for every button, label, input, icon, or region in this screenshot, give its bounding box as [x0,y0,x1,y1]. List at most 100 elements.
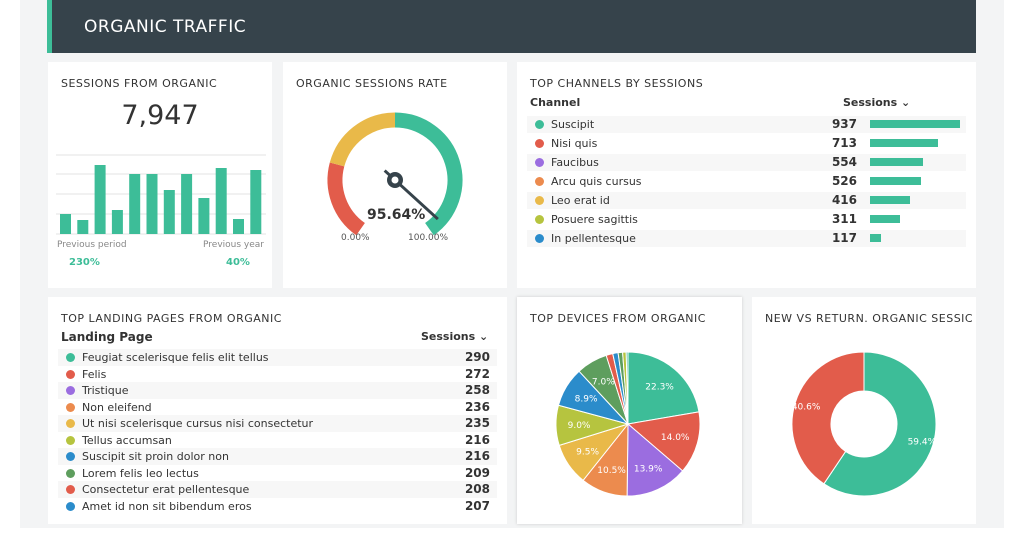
pie-slice[interactable] [627,351,700,425]
list-row[interactable]: Ut nisi scelerisque cursus nisi consecte… [58,415,497,432]
legend-dot-icon [66,369,75,379]
list-row[interactable]: Amet id non sit bibendum eros 207 [58,498,497,515]
list-row[interactable]: Tristique 258 [58,382,497,399]
dashboard-title: ORGANIC TRAFFIC [84,17,247,37]
row-value: 526 [831,174,857,188]
list-row[interactable]: In pellentesque 117 [527,230,966,247]
channel-column-header: Channel [530,96,581,109]
pie-slice[interactable] [626,422,684,497]
chevron-down-icon: ⌄ [479,330,489,343]
list-row[interactable]: Posuere sagittis 311 [527,211,966,228]
row-value: 235 [464,416,490,430]
pie-slice-label: 59.4% [908,438,937,448]
gauge-red-segment [327,162,366,236]
pie-slice-label: 40.6% [792,402,821,412]
legend-dot-icon [66,419,75,428]
pie-slice[interactable] [625,351,629,425]
landing-column-header: Landing Page [61,330,153,344]
row-value: 311 [831,212,857,226]
list-row[interactable]: Suscipit 937 [527,116,966,133]
sessions-header-label: Sessions [421,330,476,343]
gauge-hub-center [391,176,399,184]
row-label: Tellus accumsan [82,433,172,447]
card-title: TOP LANDING PAGES FROM ORGANIC [61,312,282,325]
prev-period-label: Previous period [57,240,127,250]
sessions-bar [198,198,210,234]
sessions-bar [233,219,244,234]
row-label: Felis [82,367,107,381]
sessions-bar [146,174,158,234]
pie-slice-label: 9.0% [568,421,591,431]
legend-dot-icon [66,485,75,494]
row-value: 554 [831,155,857,169]
row-value: 236 [464,399,490,414]
row-value: 416 [831,193,857,207]
row-value: 207 [464,498,490,513]
pie-slice-label: 14.0% [661,433,690,443]
card-title: ORGANIC SESSIONS RATE [296,77,448,90]
pie-slice-label: 8.9% [575,395,598,405]
pie-slice-label: 22.3% [645,383,674,393]
list-row[interactable]: Arcu quis cursus 526 [527,173,966,190]
row-label: Posuere sagittis [551,213,638,226]
landing-card: TOP LANDING PAGES FROM ORGANIC Landing P… [48,297,507,524]
list-row[interactable]: Feugiat scelerisque felis elit tellus 290 [58,349,497,366]
legend-dot-icon [66,501,75,511]
list-row[interactable]: Suscipit sit proin dolor non 216 [58,448,497,465]
row-label: In pellentesque [551,232,636,245]
pie-slice[interactable] [626,411,701,472]
list-row[interactable]: Lorem felis leo lectus 209 [58,465,497,482]
prev-period-value: 230% [69,257,100,268]
list-row[interactable]: Consectetur erat pellentesque 208 [58,481,497,498]
row-label: Nisi quis [551,137,598,150]
row-value: 216 [464,449,490,463]
sessions-bar [111,210,123,234]
prev-year-label: Previous year [203,240,264,250]
sessions-value: 7,947 [121,100,199,131]
sessions-bar [181,174,193,234]
card-title: TOP CHANNELS BY SESSIONS [530,77,704,90]
list-row[interactable]: Leo erat id 416 [527,192,966,209]
channels-list: Suscipit 937 Nisi quis 713 Faucibus 554 Arcu q… [527,116,966,247]
pie-slice-label: 13.9% [634,465,663,475]
pie-slice[interactable] [823,351,937,497]
pie-slice-label: 10.5% [597,466,626,476]
pie-slice[interactable] [791,351,865,485]
card-title: TOP DEVICES FROM ORGANIC [530,312,706,325]
sessions-bar [215,168,227,234]
row-bar [870,139,939,147]
channels-card: TOP CHANNELS BY SESSIONS Channel Session… [517,62,976,288]
rate-min: 0.00% [341,233,370,243]
list-row[interactable]: Faucibus 554 [527,154,966,171]
prev-year-value: 40% [226,257,250,268]
row-value: 713 [831,136,857,150]
sessions-sort-header[interactable]: Sessions ⌄ [843,96,910,109]
row-value: 208 [464,482,490,496]
row-value: 209 [464,465,490,480]
sessions-header-label: Sessions [843,96,898,109]
row-label: Feugiat scelerisque felis elit tellus [82,351,269,364]
list-row[interactable]: Tellus accumsan 216 [58,432,497,449]
legend-dot-icon [66,452,75,461]
list-row[interactable]: Felis 272 [58,366,497,383]
pie-slice-label: 9.5% [576,448,599,458]
card-title: SESSIONS FROM ORGANIC [61,77,218,90]
legend-dot-icon [66,435,75,445]
sessions-bar [77,220,89,234]
chevron-down-icon: ⌄ [901,96,911,109]
row-label: Faucibus [551,156,599,169]
landing-sessions-sort-header[interactable]: Sessions ⌄ [421,330,488,343]
row-value: 290 [464,350,490,364]
legend-dot-icon [535,120,544,129]
devices-card: TOP DEVICES FROM ORGANIC 22.3% 14.0% 13.9%… [517,297,742,524]
row-bar [870,158,924,166]
sessions-bar [250,170,262,234]
list-row[interactable]: Nisi quis 713 [527,135,966,152]
row-label: Amet id non sit bibendum eros [82,499,252,513]
sessions-bar [60,214,71,234]
list-row[interactable]: Non eleifend 236 [58,399,497,416]
legend-dot-icon [535,158,544,167]
rate-max: 100.00% [408,233,449,243]
legend-dot-icon [535,215,544,224]
rate-card: ORGANIC SESSIONS RATE 95.64% 0.00% 100.0… [283,62,507,288]
